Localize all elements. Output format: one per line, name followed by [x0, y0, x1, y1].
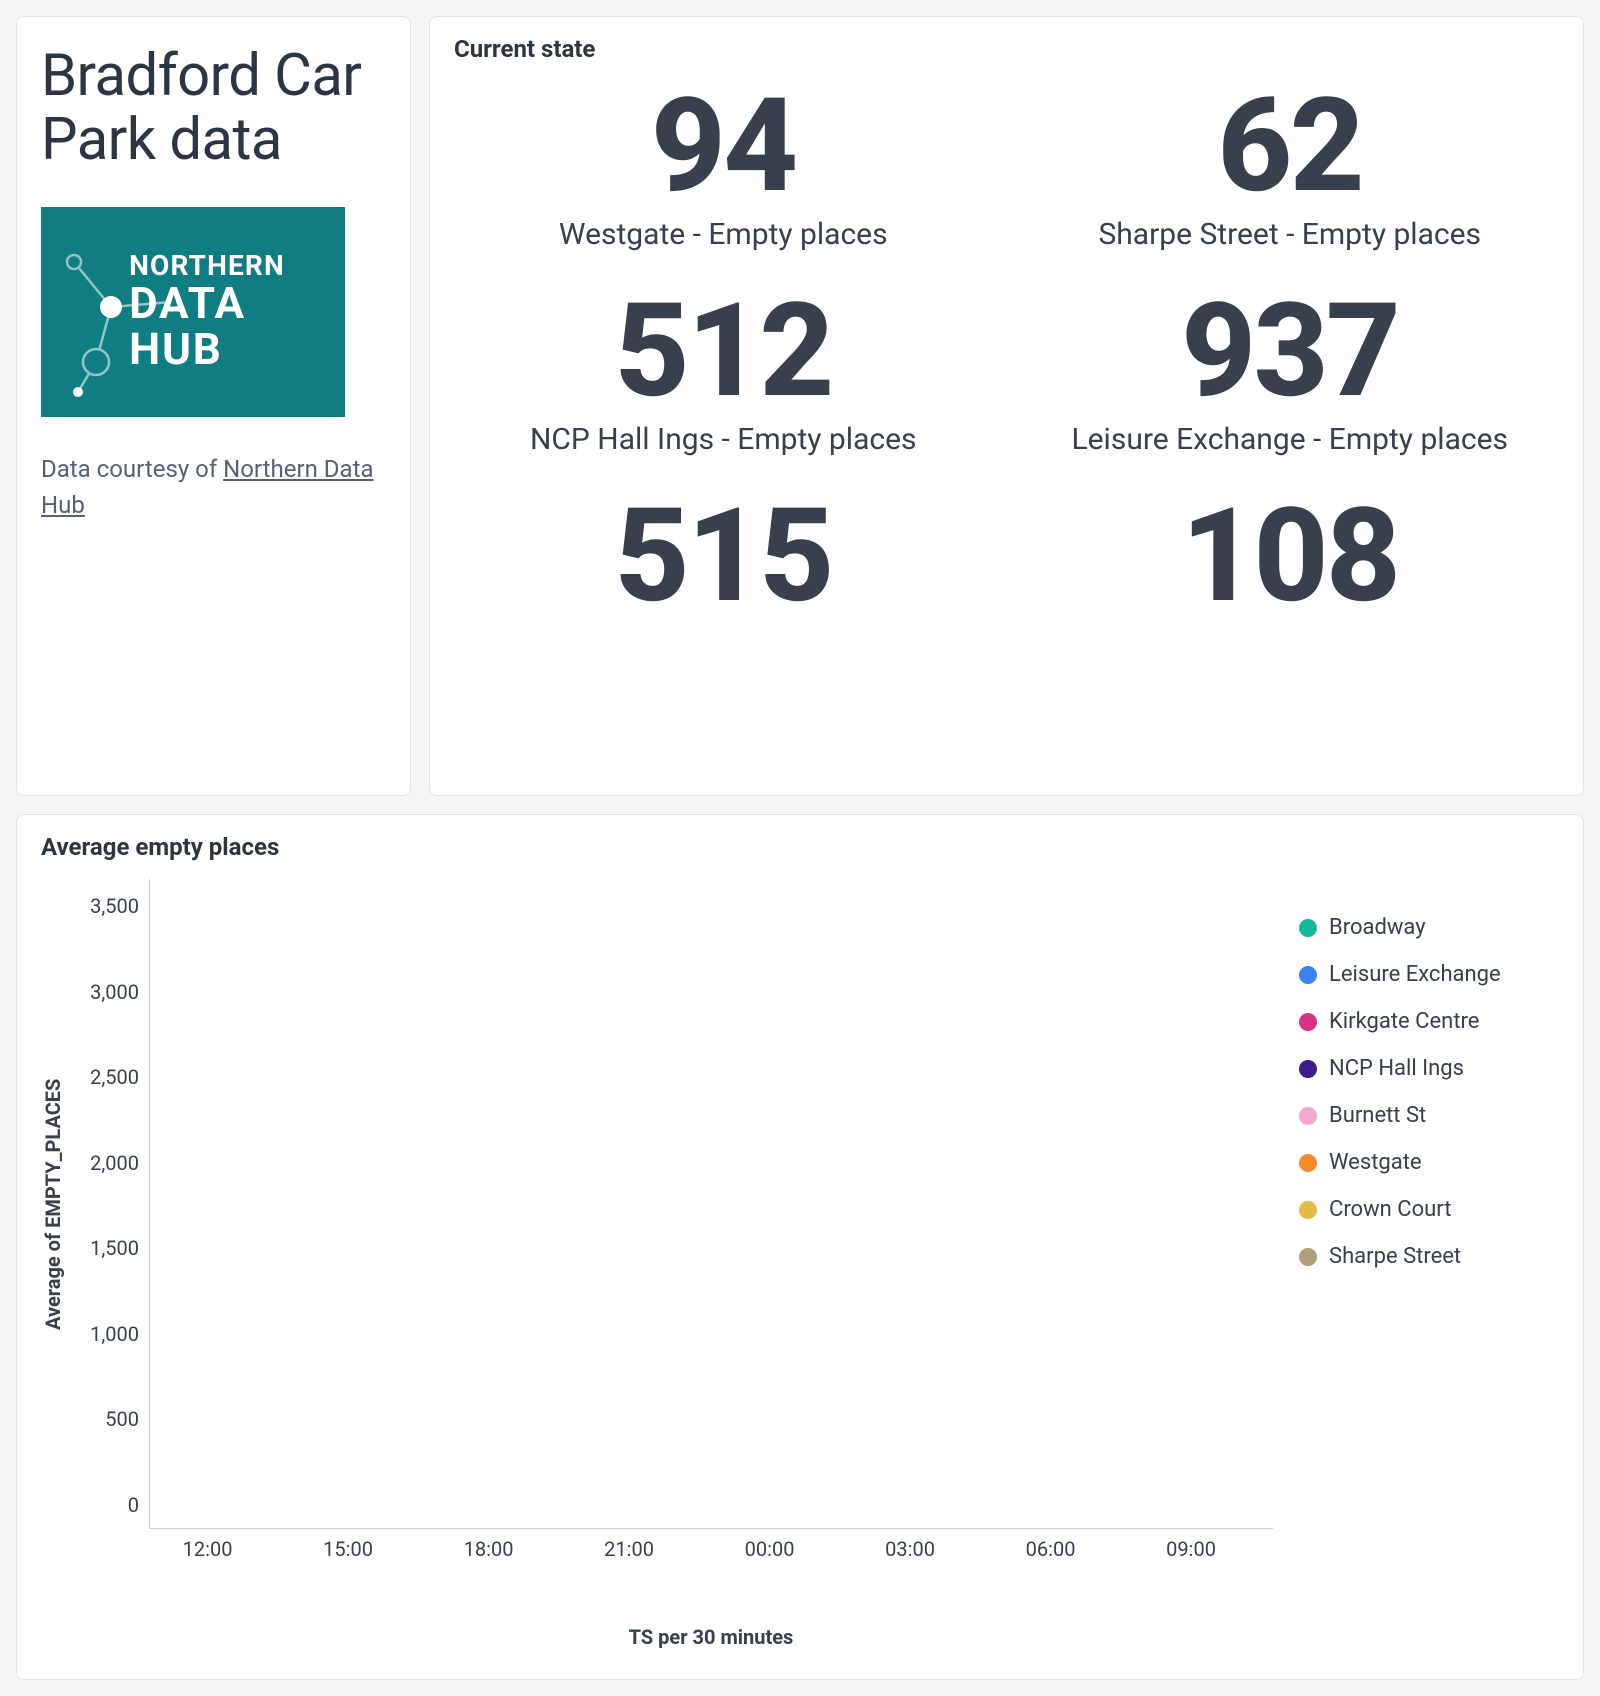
metric-value: 62 [1017, 81, 1564, 211]
logo-text: NORTHERN DATA HUB [101, 251, 285, 373]
courtesy-prefix: Data courtesy of [41, 455, 223, 483]
legend-label: NCP Hall Ings [1329, 1056, 1464, 1081]
metric-label: Leisure Exchange - Empty places [1017, 422, 1564, 457]
legend-label: Leisure Exchange [1329, 962, 1501, 987]
legend-label: Kirkgate Centre [1329, 1009, 1479, 1034]
y-tick: 1,500 [90, 1236, 139, 1260]
chart-title: Average empty places [41, 833, 1563, 861]
metric-1: 62 Sharpe Street - Empty places [1017, 81, 1564, 252]
metric-value: 108 [1017, 491, 1564, 621]
metric-5: 108 [1017, 491, 1564, 627]
dashboard-page: Bradford Car Park data NORTHERN [0, 0, 1600, 1696]
x-tick: 21:00 [604, 1537, 654, 1561]
logo-line3: HUB [129, 326, 285, 372]
x-tick: 12:00 [183, 1537, 233, 1561]
legend-label: Westgate [1329, 1150, 1422, 1175]
legend: Broadway Leisure Exchange Kirkgate Centre N… [1273, 879, 1563, 1649]
legend-item[interactable]: Kirkgate Centre [1299, 1009, 1563, 1034]
y-tick: 3,500 [90, 894, 139, 918]
metric-3: 937 Leisure Exchange - Empty places [1017, 286, 1564, 457]
legend-label: Burnett St [1329, 1103, 1426, 1128]
courtesy-text: Data courtesy of Northern Data Hub [41, 451, 386, 523]
legend-swatch [1299, 1201, 1317, 1219]
legend-item[interactable]: Sharpe Street [1299, 1244, 1563, 1269]
logo: NORTHERN DATA HUB [41, 207, 345, 417]
metric-label: Sharpe Street - Empty places [1017, 217, 1564, 252]
y-axis-label: Average of EMPTY_PLACES [37, 879, 69, 1529]
page-title: Bradford Car Park data [41, 45, 386, 173]
current-state-card: Current state 94 Westgate - Empty places 6… [429, 16, 1584, 796]
legend-label: Crown Court [1329, 1197, 1451, 1222]
current-state-title: Current state [454, 35, 1563, 63]
x-tick: 09:00 [1166, 1537, 1216, 1561]
y-tick: 500 [105, 1407, 139, 1431]
metric-4: 515 [450, 491, 997, 627]
legend-swatch [1299, 919, 1317, 937]
legend-item[interactable]: Burnett St [1299, 1103, 1563, 1128]
y-tick: 3,000 [90, 980, 139, 1004]
x-tick: 18:00 [464, 1537, 514, 1561]
metric-0: 94 Westgate - Empty places [450, 81, 997, 252]
x-tick: 06:00 [1026, 1537, 1076, 1561]
x-tick: 15:00 [323, 1537, 373, 1561]
top-row: Bradford Car Park data NORTHERN [16, 16, 1584, 796]
legend-item[interactable]: Westgate [1299, 1150, 1563, 1175]
legend-label: Broadway [1329, 915, 1426, 940]
legend-item[interactable]: Broadway [1299, 915, 1563, 940]
chart-main: Average of EMPTY_PLACES 0 500 1,000 1,500 2,… [37, 879, 1273, 1649]
y-tick: 2,500 [90, 1065, 139, 1089]
plot-row: Average of EMPTY_PLACES 0 500 1,000 1,500 2,… [37, 879, 1273, 1529]
legend-item[interactable]: NCP Hall Ings [1299, 1056, 1563, 1081]
chart-card: Average empty places Average of EMPTY_PL… [16, 814, 1584, 1680]
metric-label: NCP Hall Ings - Empty places [450, 422, 997, 457]
y-tick: 0 [128, 1493, 139, 1517]
metric-value: 515 [450, 491, 997, 621]
legend-swatch [1299, 966, 1317, 984]
legend-item[interactable]: Crown Court [1299, 1197, 1563, 1222]
y-tick: 2,000 [90, 1151, 139, 1175]
metric-value: 937 [1017, 286, 1564, 416]
metrics-grid: 94 Westgate - Empty places 62 Sharpe Street… [450, 81, 1563, 627]
legend-swatch [1299, 1248, 1317, 1266]
legend-item[interactable]: Leisure Exchange [1299, 962, 1563, 987]
legend-swatch [1299, 1154, 1317, 1172]
x-tick: 03:00 [885, 1537, 935, 1561]
y-ticks: 0 500 1,000 1,500 2,000 2,500 3,000 3,500 [69, 879, 149, 1529]
legend-swatch [1299, 1013, 1317, 1031]
legend-swatch [1299, 1107, 1317, 1125]
chart-body: Average of EMPTY_PLACES 0 500 1,000 1,500 2,… [37, 879, 1563, 1649]
metric-label: Westgate - Empty places [450, 217, 997, 252]
x-axis-label: TS per 30 minutes [149, 1625, 1273, 1649]
metric-value: 512 [450, 286, 997, 416]
plot-area [149, 879, 1273, 1529]
legend-swatch [1299, 1060, 1317, 1078]
x-tick: 00:00 [745, 1537, 795, 1561]
info-card: Bradford Car Park data NORTHERN [16, 16, 411, 796]
logo-line1: NORTHERN [129, 251, 285, 280]
legend-label: Sharpe Street [1329, 1244, 1461, 1269]
logo-line2: DATA [129, 280, 285, 326]
x-axis: 12:00 15:00 18:00 21:00 00:00 03:00 06:00 09:00 [149, 1529, 1273, 1589]
bars-container [150, 879, 1273, 1528]
y-tick: 1,000 [90, 1322, 139, 1346]
metric-value: 94 [450, 81, 997, 211]
metric-2: 512 NCP Hall Ings - Empty places [450, 286, 997, 457]
